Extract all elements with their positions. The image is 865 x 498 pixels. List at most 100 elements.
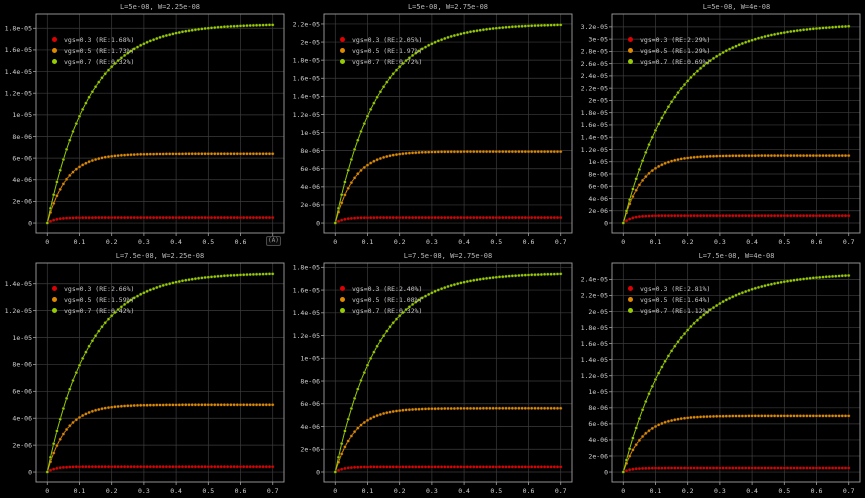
svg-text:0: 0 [333,487,337,495]
svg-text:0.3: 0.3 [138,487,150,495]
svg-text:2.2e-05: 2.2e-05 [293,20,320,28]
svg-text:1e-05: 1e-05 [300,355,320,363]
legend-label: vgs=0.7 (RE:1.12%) [640,306,711,315]
svg-text:3e-05: 3e-05 [588,35,608,43]
svg-text:0.1: 0.1 [650,487,662,495]
plot-legend: vgs=0.3 (RE:1.68%) vgs=0.5 (RE:1.73%) vg… [52,36,134,69]
svg-text:0.2: 0.2 [106,238,118,246]
svg-text:0.7: 0.7 [843,238,855,246]
svg-text:0.7: 0.7 [555,487,567,495]
svg-text:4e-06: 4e-06 [12,415,32,423]
svg-text:0.2: 0.2 [682,238,694,246]
svg-text:2e-05: 2e-05 [588,97,608,105]
svg-text:3.2e-05: 3.2e-05 [581,23,608,31]
legend-label: vgs=0.5 (RE:1.29%) [640,46,711,55]
legend-label: vgs=0.3 (RE:2.29%) [640,35,711,44]
legend-marker-icon [340,37,345,42]
svg-text:0: 0 [28,468,32,476]
svg-text:0: 0 [604,468,608,476]
svg-text:1.2e-05: 1.2e-05 [5,307,32,315]
svg-text:1e-05: 1e-05 [588,158,608,166]
svg-text:8e-06: 8e-06 [12,361,32,369]
legend-marker-icon [628,48,633,53]
svg-text:1.4e-05: 1.4e-05 [5,68,32,76]
svg-text:6e-06: 6e-06 [300,400,320,408]
svg-text:8e-06: 8e-06 [588,404,608,412]
legend-entry: vgs=0.5 (RE:1.64%) [628,296,710,304]
plot-title: L=5e-08, W=2.25e-08 [119,3,201,11]
legend-label: vgs=0.3 (RE:2.66%) [64,284,135,293]
svg-text:2e-06: 2e-06 [12,441,32,449]
svg-text:0.6: 0.6 [523,238,535,246]
svg-text:0: 0 [333,238,337,246]
legend-marker-icon [340,286,345,291]
svg-text:0.4: 0.4 [170,238,182,246]
svg-text:1.8e-05: 1.8e-05 [5,25,32,33]
svg-text:0.5: 0.5 [490,487,502,495]
svg-text:1.2e-05: 1.2e-05 [293,332,320,340]
svg-text:0.7: 0.7 [555,238,567,246]
plot-legend: vgs=0.3 (RE:2.66%) vgs=0.5 (RE:1.59%) vg… [52,285,134,318]
legend-entry: vgs=0.3 (RE:1.68%) [52,36,134,44]
legend-marker-icon [52,308,57,313]
svg-text:2e-05: 2e-05 [300,38,320,46]
svg-text:2.8e-05: 2.8e-05 [581,48,608,56]
svg-text:1e-05: 1e-05 [588,388,608,396]
legend-entry: vgs=0.7 (RE:0.32%) [52,58,134,66]
legend-marker-icon [52,59,57,64]
legend-label: vgs=0.7 (RE:0.69%) [640,57,711,66]
legend-label: vgs=0.7 (RE:0.42%) [64,306,135,315]
legend-entry: vgs=0.7 (RE:0.32%) [340,306,423,315]
svg-text:0.3: 0.3 [138,238,150,246]
legend-entry: vgs=0.3 (RE:2.05%) [340,36,422,44]
legend-entry: vgs=0.3 (RE:2.40%) [340,285,422,293]
svg-text:1.4e-05: 1.4e-05 [581,356,608,364]
svg-text:0.1: 0.1 [362,487,374,495]
svg-text:0.2: 0.2 [394,487,406,495]
svg-text:0.3: 0.3 [714,487,726,495]
svg-text:4e-06: 4e-06 [588,195,608,203]
svg-text:1.8e-05: 1.8e-05 [581,109,608,117]
svg-text:0.1: 0.1 [650,238,662,246]
plot-canvas: 00.10.20.30.40.50.60.702e-064e-066e-068e… [5,13,285,246]
svg-text:0.4: 0.4 [458,487,470,495]
svg-text:2e-06: 2e-06 [588,452,608,460]
legend-marker-icon [340,48,345,53]
svg-text:0.6: 0.6 [235,487,247,495]
plot-legend: vgs=0.3 (RE:2.81%) vgs=0.5 (RE:1.64%) vg… [628,285,710,318]
legend-entry: vgs=0.7 (RE:0.72%) [340,58,422,66]
svg-text:1e-05: 1e-05 [300,129,320,137]
legend-entry: vgs=0.5 (RE:1.59%) [52,296,134,304]
plot-title: L=7.5e-08, W=2.75e-08 [403,252,493,260]
svg-text:0: 0 [316,468,320,476]
legend-marker-icon [52,37,57,42]
svg-text:8e-06: 8e-06 [12,133,32,141]
svg-text:0.6: 0.6 [235,238,247,246]
plot-legend: vgs=0.3 (RE:2.29%) vgs=0.5 (RE:1.29%) vg… [628,36,710,69]
subplot-row2-col1: L=7.5e-08, W=2.25e-08 vgs=0.3 (RE:2.66%)… [0,249,288,498]
subplot-row2-col3: L=7.5e-08, W=4e-08 vgs=0.3 (RE:2.81%) vg… [576,249,865,498]
plot-title: L=5e-08, W=4e-08 [702,3,771,11]
svg-text:0.4: 0.4 [170,487,182,495]
legend-marker-icon [340,297,345,302]
plot-title: L=7.5e-08, W=4e-08 [698,252,775,260]
svg-text:0.5: 0.5 [778,238,790,246]
svg-text:2.2e-05: 2.2e-05 [581,292,608,300]
legend-entry: vgs=0.3 (RE:2.81%) [628,285,710,293]
legend-marker-icon [340,308,345,313]
svg-text:2.4e-05: 2.4e-05 [581,72,608,80]
svg-text:1.2e-05: 1.2e-05 [5,90,32,98]
svg-text:2e-06: 2e-06 [12,198,32,206]
svg-text:1.4e-05: 1.4e-05 [293,93,320,101]
svg-text:2.4e-05: 2.4e-05 [581,276,608,284]
svg-text:1.6e-05: 1.6e-05 [581,121,608,129]
svg-text:4e-06: 4e-06 [300,423,320,431]
plot-legend: vgs=0.3 (RE:2.05%) vgs=0.5 (RE:1.97%) vg… [340,36,422,69]
svg-text:6e-06: 6e-06 [588,420,608,428]
svg-text:0.4: 0.4 [458,238,470,246]
svg-text:0.6: 0.6 [811,487,823,495]
legend-label: vgs=0.7 (RE:0.32%) [352,306,423,315]
